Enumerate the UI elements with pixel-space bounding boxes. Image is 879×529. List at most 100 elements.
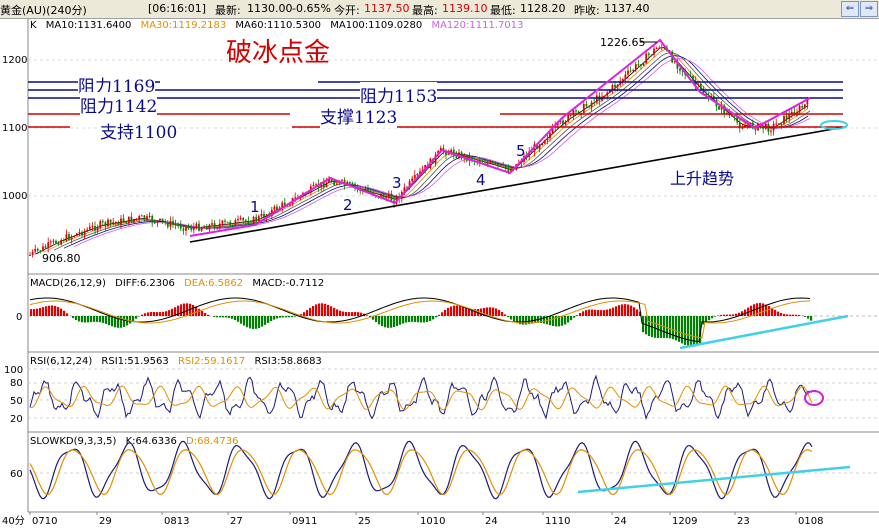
kd-name: SLOWKD(9,3,3,5) bbox=[30, 436, 117, 447]
candle-body bbox=[289, 204, 291, 206]
candle-body bbox=[582, 104, 585, 113]
macd-bar bbox=[339, 310, 342, 316]
macd-bar bbox=[735, 313, 738, 316]
candle-body bbox=[530, 151, 533, 153]
macd-bar bbox=[624, 304, 627, 316]
candle-body bbox=[606, 92, 609, 96]
macd-bar bbox=[726, 314, 729, 316]
candle-body bbox=[78, 232, 81, 234]
macd-bar bbox=[456, 305, 459, 316]
candle-body bbox=[593, 102, 596, 104]
macd-bar bbox=[312, 305, 315, 316]
macd-bar bbox=[309, 307, 312, 316]
candle-body bbox=[676, 61, 679, 69]
prev-page-icon[interactable]: ⇐ bbox=[841, 1, 859, 17]
candle-body bbox=[408, 181, 411, 188]
macd-bar bbox=[420, 316, 423, 323]
candle-body bbox=[673, 61, 676, 63]
candle-body bbox=[75, 233, 78, 236]
macd-bar bbox=[132, 316, 135, 322]
candle-body bbox=[731, 115, 733, 117]
macd-bar bbox=[723, 314, 726, 316]
macd-bar bbox=[693, 316, 696, 347]
candle-body bbox=[133, 219, 135, 223]
candle-body bbox=[642, 63, 645, 66]
candle-body bbox=[130, 216, 133, 223]
macd-bar bbox=[675, 316, 678, 341]
candle-body bbox=[785, 115, 788, 120]
macd-bar bbox=[162, 311, 165, 316]
ma60-label: MA60:1110.5300 bbox=[235, 20, 322, 31]
macd-bar bbox=[582, 311, 585, 316]
macd-bar bbox=[774, 309, 777, 316]
macd-bar bbox=[720, 314, 723, 316]
moving-average-lines bbox=[35, 46, 811, 255]
macd-bar bbox=[768, 306, 771, 316]
high-value: 1139.10 bbox=[442, 2, 488, 15]
macd-bar bbox=[432, 316, 435, 320]
candle-body bbox=[104, 222, 107, 226]
macd-bar bbox=[99, 316, 102, 323]
candle-body bbox=[507, 168, 510, 173]
macd-bar bbox=[603, 310, 606, 316]
candle-body bbox=[385, 197, 388, 199]
macd-bar bbox=[540, 316, 543, 324]
macd-bar bbox=[381, 316, 384, 327]
candle-body bbox=[741, 127, 744, 129]
macd-bar bbox=[201, 310, 204, 316]
candle-body bbox=[702, 88, 705, 95]
candle-body bbox=[47, 242, 50, 248]
macd-bar bbox=[789, 314, 792, 316]
candle-body bbox=[65, 234, 68, 241]
macd-bar bbox=[261, 316, 264, 327]
macd-bar bbox=[531, 316, 534, 324]
next-page-icon[interactable]: ⇒ bbox=[860, 1, 878, 17]
macd-bar bbox=[330, 306, 333, 316]
candle-body bbox=[208, 224, 211, 230]
macd-bar bbox=[450, 306, 453, 316]
macd-bar bbox=[414, 316, 417, 322]
candle-body bbox=[634, 64, 637, 71]
candle-body bbox=[564, 121, 567, 125]
candle-body bbox=[39, 250, 42, 252]
macd-bar bbox=[657, 316, 660, 339]
kd-tick: 60 bbox=[10, 469, 23, 480]
macd-bar bbox=[570, 316, 573, 321]
candle-body bbox=[577, 111, 580, 114]
macd-bar bbox=[255, 316, 258, 329]
macd-bar bbox=[672, 316, 675, 340]
candle-body bbox=[31, 251, 34, 255]
macd-bar bbox=[699, 316, 702, 345]
date-tick-label: 24 bbox=[485, 516, 498, 527]
macd-bar bbox=[75, 316, 78, 321]
macd-bar bbox=[282, 316, 285, 318]
macd-bar bbox=[129, 316, 132, 324]
macd-bar bbox=[738, 312, 741, 316]
macd-bar bbox=[561, 316, 564, 326]
macd-bar bbox=[585, 310, 588, 316]
candle-body bbox=[611, 84, 614, 91]
macd-bar bbox=[810, 316, 813, 321]
kd-k-value: K:64.6336 bbox=[125, 436, 177, 447]
candle-body bbox=[543, 140, 546, 144]
candle-body bbox=[42, 246, 44, 252]
candle-body bbox=[203, 226, 206, 228]
macd-bar bbox=[393, 316, 396, 328]
candle-body bbox=[723, 105, 726, 114]
candle-body bbox=[653, 48, 655, 55]
candle-body bbox=[122, 218, 125, 223]
candle-body bbox=[491, 161, 494, 163]
macd-tick: 0 bbox=[16, 312, 22, 323]
candle-body bbox=[692, 76, 694, 81]
candle-body bbox=[88, 226, 91, 230]
macd-bar bbox=[327, 304, 330, 316]
macd-bar bbox=[267, 316, 270, 323]
macd-bar bbox=[597, 310, 600, 316]
candle-body bbox=[172, 221, 174, 225]
candle-body bbox=[86, 229, 89, 231]
macd-bar bbox=[336, 309, 339, 316]
candle-body bbox=[746, 125, 749, 127]
candle-body bbox=[679, 68, 681, 71]
candle-body bbox=[783, 115, 785, 125]
candle-body bbox=[270, 209, 273, 217]
